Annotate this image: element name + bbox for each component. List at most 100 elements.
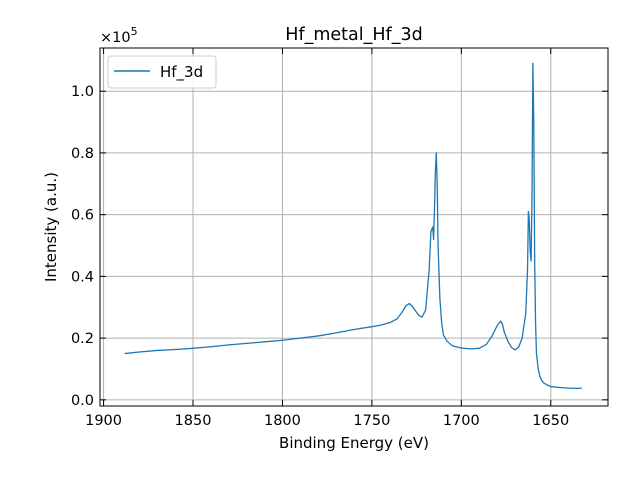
data-point (485, 343, 487, 345)
data-point (433, 238, 435, 240)
data-point (441, 322, 443, 324)
series-layer (124, 62, 582, 390)
legend-box (107, 55, 217, 89)
y-tick-label: 0.6 (71, 208, 94, 224)
data-point (442, 334, 445, 336)
y-tick-label: 0.8 (71, 146, 94, 162)
data-point (174, 348, 176, 351)
data-point (514, 349, 516, 351)
data-point (432, 226, 434, 228)
y-tick-label: 1.0 (71, 84, 94, 100)
data-point (228, 344, 230, 346)
data-point (534, 322, 537, 324)
data-point (478, 347, 480, 349)
data-point (124, 352, 126, 355)
data-point (421, 316, 423, 318)
data-point (401, 311, 403, 313)
data-point (246, 342, 248, 344)
y-multiplier-exponent: 5 (131, 25, 138, 38)
data-point (389, 322, 391, 324)
data-point (435, 152, 437, 154)
data-point (526, 269, 529, 271)
data-point (543, 382, 545, 384)
data-point (525, 312, 527, 315)
data-point (528, 220, 530, 222)
data-point (299, 337, 301, 339)
y-axis-title: Intensity (a.u.) (42, 172, 60, 282)
data-point (550, 385, 552, 388)
data-point (451, 345, 453, 347)
x-tick-label: 1850 (175, 413, 212, 429)
x-tick-label: 1750 (353, 413, 390, 429)
data-point (531, 198, 533, 200)
data-point (371, 326, 373, 328)
y-tick-label: 0.4 (71, 269, 94, 285)
data-point (210, 346, 212, 348)
data-point (138, 351, 140, 353)
data-point (430, 231, 432, 233)
data-point (491, 335, 493, 338)
x-axis-title: Binding Energy (eV) (279, 434, 429, 452)
legend-label: Hf_3d (160, 63, 203, 82)
data-point (535, 352, 538, 355)
data-point (317, 335, 319, 337)
data-point (263, 341, 266, 343)
data-point (546, 384, 548, 386)
x-tick-label: 1700 (443, 413, 480, 429)
data-point (437, 244, 439, 247)
data-point (539, 376, 541, 378)
data-point (533, 121, 535, 123)
data-point (537, 368, 539, 370)
chart-title: Hf_metal_Hf_3d (285, 25, 422, 45)
data-point (530, 260, 532, 262)
data-point (517, 346, 520, 348)
series-group (124, 62, 582, 390)
data-point (469, 348, 471, 350)
data-point (408, 302, 411, 305)
data-point (412, 306, 414, 308)
data-point (335, 332, 337, 334)
data-point (428, 269, 430, 271)
data-point (580, 387, 582, 389)
data-point (541, 380, 543, 382)
x-tick-label: 1800 (264, 413, 301, 429)
data-point (417, 314, 419, 316)
data-point (510, 346, 513, 348)
x-tick-label: 1900 (85, 413, 122, 429)
y-tick-label: 0.2 (71, 331, 94, 347)
data-point (501, 323, 504, 325)
data-point (496, 325, 498, 327)
data-point (436, 183, 438, 185)
data-point (192, 347, 194, 349)
data-point (532, 62, 534, 65)
data-point (576, 387, 579, 390)
plot-frame (99, 47, 609, 407)
data-point (353, 328, 355, 331)
data-point (568, 387, 570, 389)
y-multiplier: ×105 (100, 25, 138, 46)
data-point (521, 337, 523, 339)
data-point (396, 318, 398, 320)
data-point (405, 305, 407, 307)
data-point (433, 207, 436, 210)
x-tick-label: 1650 (532, 413, 569, 429)
data-point (559, 386, 561, 389)
data-point (424, 309, 427, 311)
data-point (460, 347, 462, 349)
plot-area (100, 48, 608, 406)
y-multiplier-base: ×10 (100, 30, 131, 46)
data-point (507, 340, 509, 342)
legend: Hf_3d (107, 55, 217, 89)
data-point (500, 320, 502, 322)
y-tick-label: 0.0 (71, 393, 94, 409)
data-point (281, 339, 284, 341)
data-point (156, 349, 158, 352)
data-point (534, 260, 536, 262)
data-point (529, 251, 531, 253)
data-point (439, 297, 441, 299)
grid (100, 48, 608, 406)
data-point (503, 331, 505, 333)
data-point (527, 210, 530, 213)
